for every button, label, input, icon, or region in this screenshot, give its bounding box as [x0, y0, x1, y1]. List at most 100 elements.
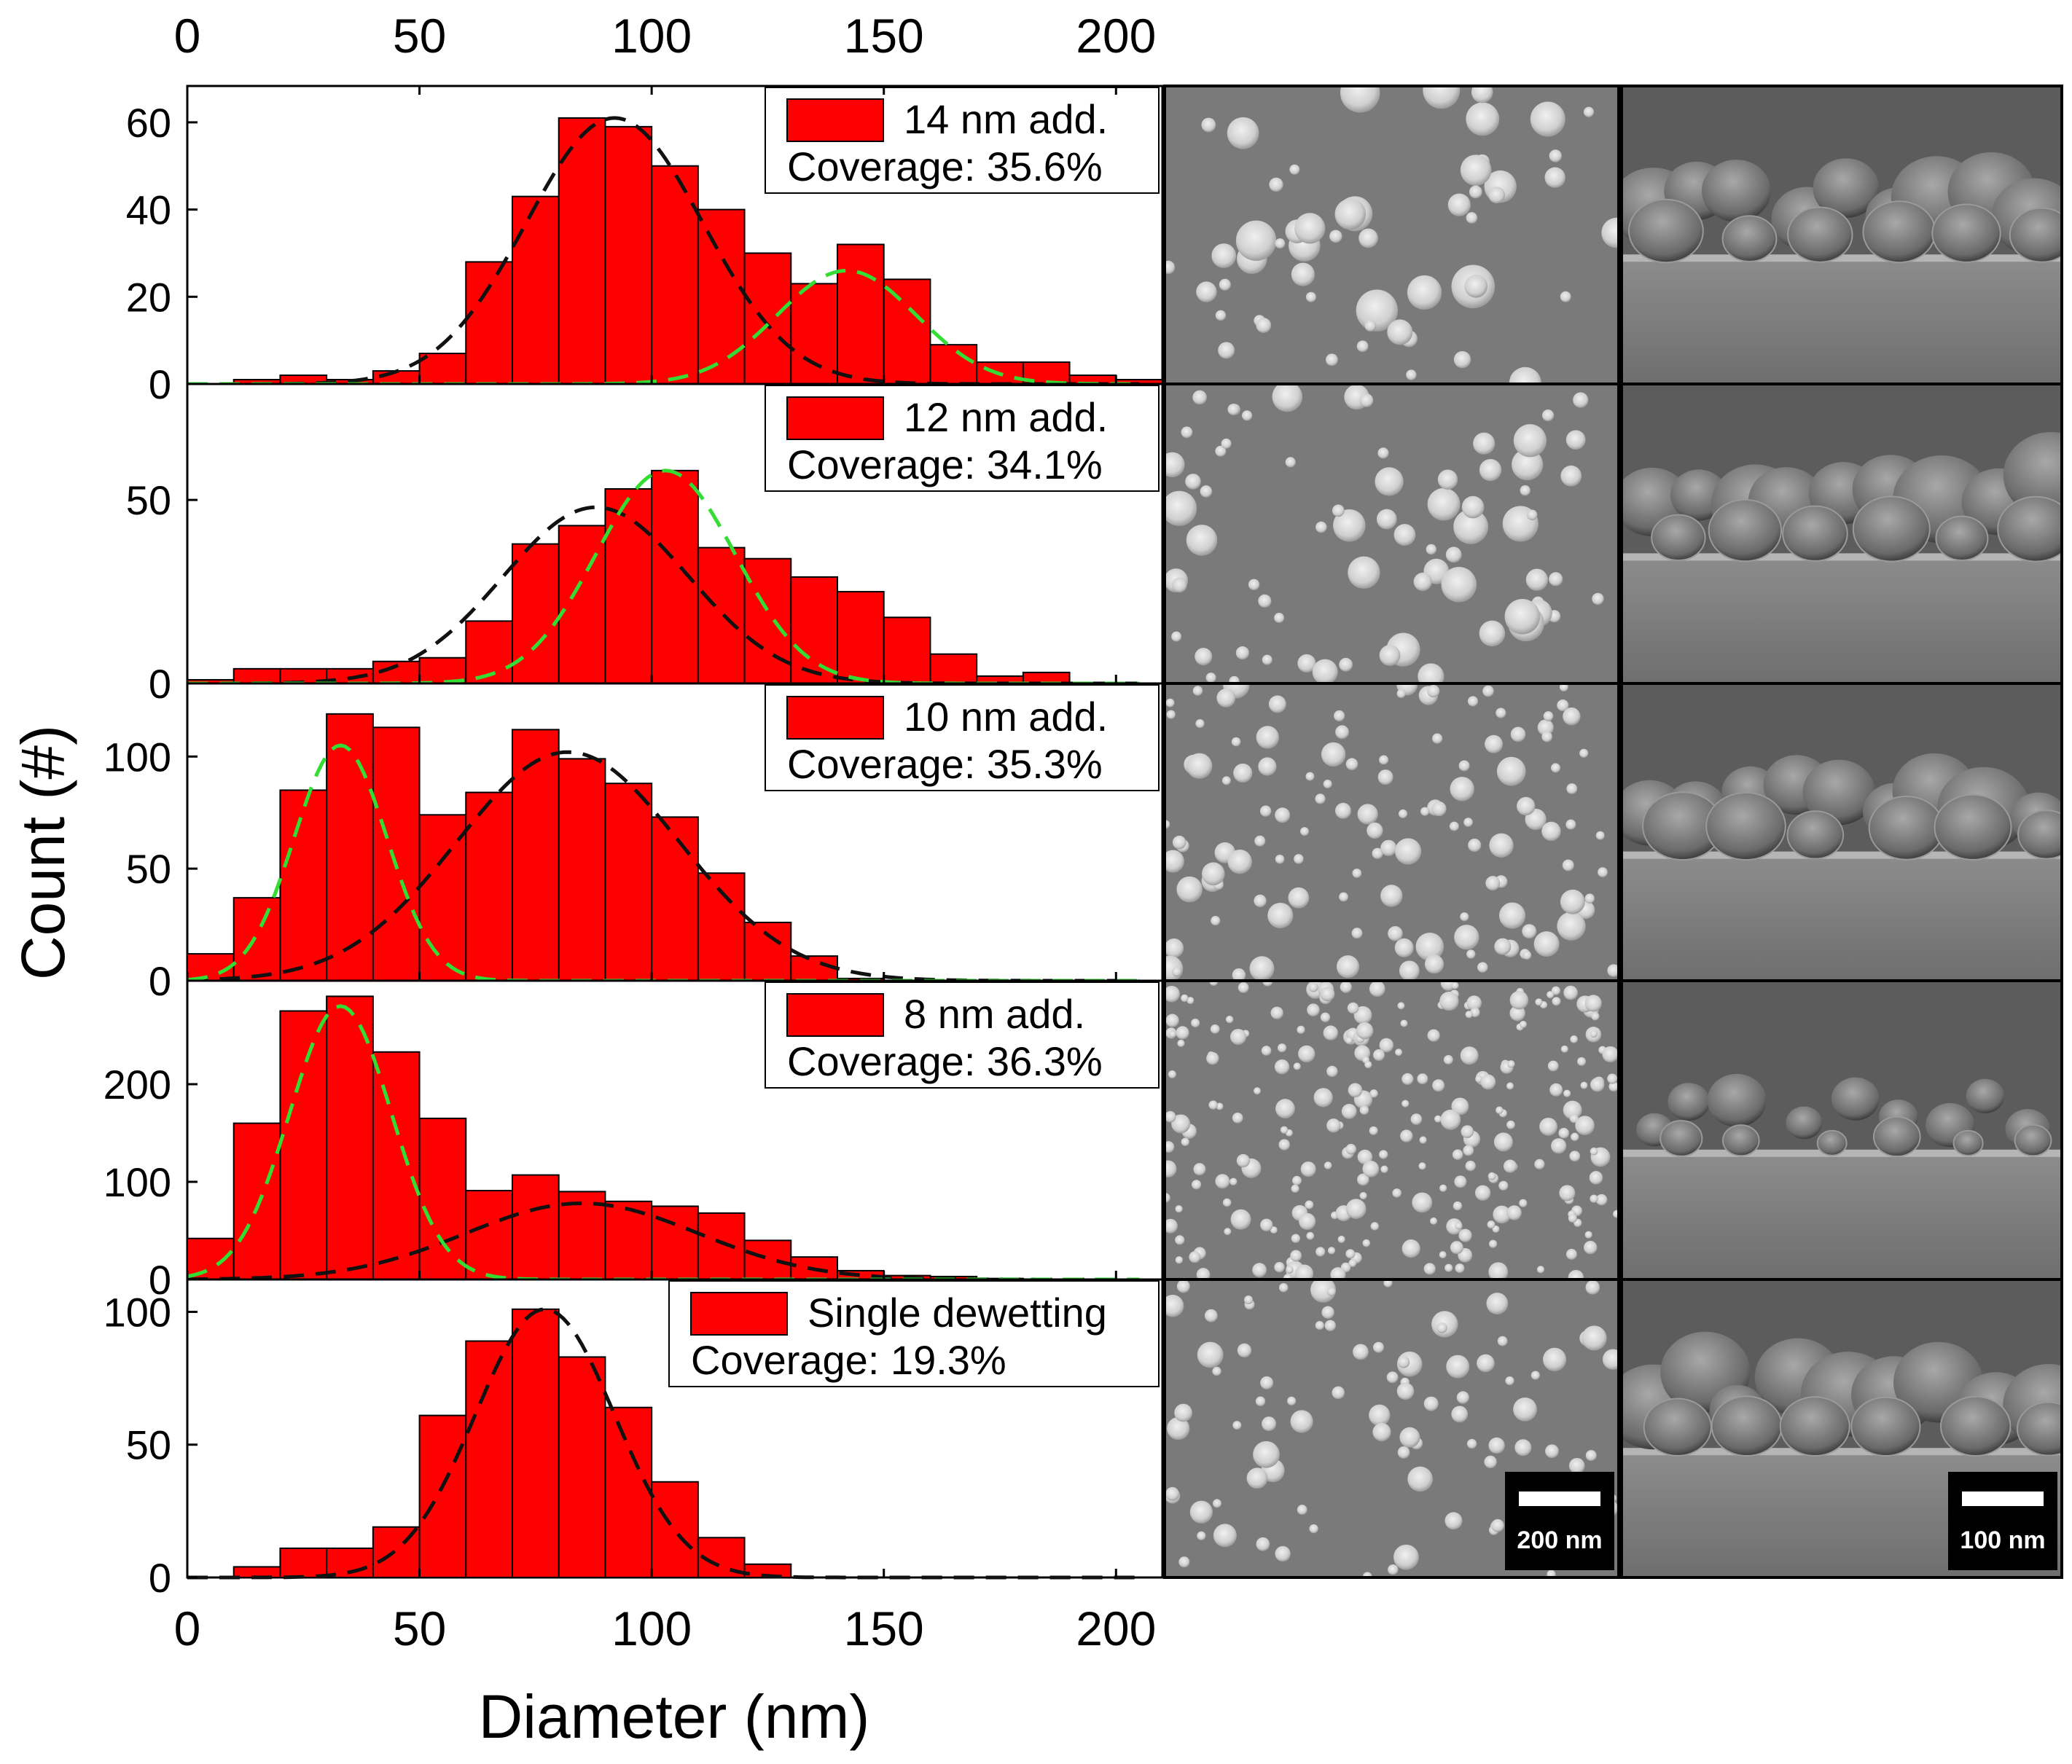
- particle: [1348, 1083, 1363, 1098]
- particle: [1166, 1486, 1180, 1501]
- particle: [1541, 409, 1555, 422]
- particle: [1413, 572, 1432, 592]
- particle: [1171, 577, 1187, 593]
- particle: [1176, 1026, 1189, 1040]
- particle: [1373, 1049, 1385, 1062]
- particle: [1277, 1043, 1287, 1053]
- particle: [1357, 804, 1378, 825]
- particle-front: [1643, 1398, 1712, 1457]
- particle: [1396, 689, 1406, 699]
- particle: [1486, 1293, 1509, 1314]
- particle: [1525, 568, 1548, 591]
- particle: [1348, 1259, 1357, 1268]
- particle: [1191, 1019, 1200, 1028]
- particle: [1372, 1341, 1384, 1353]
- particle: [1204, 1309, 1218, 1322]
- particle: [1176, 1281, 1190, 1293]
- particle: [1275, 1099, 1295, 1118]
- particle: [1357, 1149, 1373, 1165]
- particle-front: [1779, 1396, 1850, 1457]
- particle: [1466, 212, 1478, 224]
- particle: [1388, 1564, 1399, 1575]
- particle: [1454, 1175, 1467, 1188]
- histogram-bar: [232, 667, 281, 684]
- particle-front: [2017, 1401, 2060, 1457]
- scale-bar-cross-section: 100 nm: [1948, 1472, 2057, 1570]
- particle: [1166, 710, 1176, 719]
- particle-front: [1816, 1129, 1848, 1156]
- particle-group: [1166, 685, 1617, 979]
- particle: [1450, 777, 1474, 801]
- legend-label: 12 nm add.: [904, 394, 1108, 440]
- particle: [1305, 291, 1316, 302]
- particle: [1229, 1177, 1238, 1186]
- y-tick-label: 100: [103, 1159, 171, 1205]
- particle: [1275, 1545, 1291, 1562]
- particle: [1192, 686, 1203, 696]
- particle-front: [1708, 498, 1783, 562]
- histogram-bar: [558, 1356, 606, 1578]
- histogram-bar: [279, 789, 328, 981]
- particle: [1166, 1218, 1178, 1234]
- particle: [1464, 275, 1487, 298]
- legend-swatch: [786, 396, 884, 440]
- histogram-bar: [697, 208, 746, 385]
- particle: [1212, 1366, 1221, 1376]
- particle: [1275, 238, 1286, 249]
- particle: [1513, 1397, 1537, 1422]
- legend-label: Single dewetting: [808, 1290, 1107, 1336]
- particle: [1559, 685, 1568, 692]
- particle: [1510, 726, 1526, 742]
- histogram-bar: [512, 729, 560, 982]
- particle: [1418, 1162, 1426, 1170]
- particle-front: [1787, 206, 1853, 263]
- particle: [1192, 390, 1207, 405]
- particle: [1295, 1264, 1314, 1278]
- particle-front: [1873, 1116, 1921, 1157]
- particle: [1380, 1165, 1388, 1174]
- particle: [1275, 854, 1285, 864]
- scale-bar-label: 100 nm: [1960, 1526, 2045, 1554]
- particle: [1362, 1160, 1380, 1177]
- particle: [1584, 995, 1602, 1012]
- particle: [1607, 964, 1617, 977]
- particle: [1514, 1439, 1532, 1457]
- particle: [1230, 1209, 1251, 1230]
- particle: [1535, 998, 1543, 1006]
- particle: [1356, 289, 1398, 332]
- particle: [1420, 807, 1430, 816]
- particle: [1577, 1057, 1587, 1066]
- particle: [1395, 1048, 1403, 1057]
- histogram-bar: [372, 726, 421, 981]
- particle: [1432, 1079, 1445, 1092]
- histogram-bar: [232, 1122, 281, 1280]
- particle: [1423, 1396, 1439, 1411]
- histogram-bar: [279, 1547, 328, 1578]
- particle: [1541, 731, 1552, 742]
- particle: [1323, 780, 1332, 789]
- particle: [1345, 1199, 1367, 1219]
- particle: [1313, 1088, 1333, 1108]
- y-tick-label: 20: [126, 274, 171, 320]
- particle-group: [1166, 982, 1617, 1278]
- histogram-bar: [883, 616, 931, 685]
- particle: [1477, 962, 1488, 973]
- particle: [1283, 1274, 1293, 1278]
- x-axis-title: Diameter (nm): [479, 1682, 870, 1751]
- particle: [1215, 445, 1227, 457]
- particle-front: [1935, 515, 1989, 561]
- particle: [1399, 960, 1420, 979]
- particle: [1166, 985, 1180, 1003]
- histogram-bar: [465, 1190, 513, 1281]
- cross-section-content: [1623, 432, 2060, 682]
- y-tick-label: 100: [103, 1289, 171, 1335]
- y-tick-label: 50: [126, 1422, 171, 1468]
- particle-front: [1659, 1120, 1703, 1157]
- particle: [1259, 805, 1272, 817]
- particle: [1330, 1267, 1346, 1278]
- particle-front: [1651, 514, 1706, 561]
- particle: [1200, 485, 1213, 498]
- particle: [1466, 1438, 1477, 1449]
- particle: [1379, 1038, 1394, 1053]
